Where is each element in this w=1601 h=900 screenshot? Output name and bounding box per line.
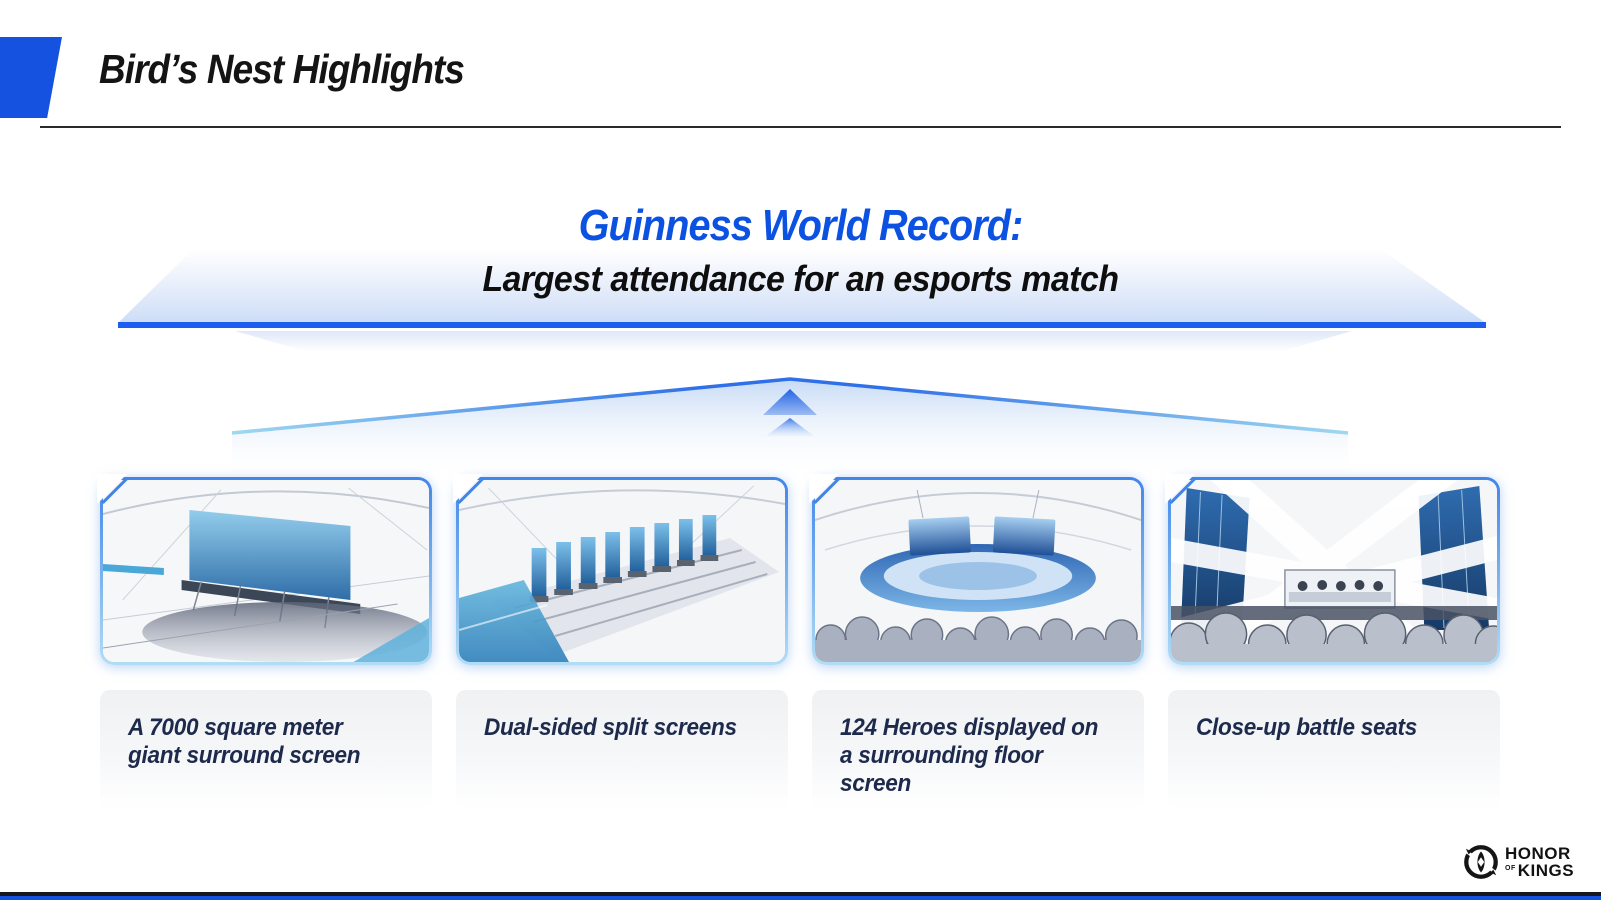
caption-text: 124 Heroes displayed on a surrounding fl… (840, 714, 1099, 798)
card-image-floor-screen (809, 474, 1144, 665)
footer-blue-bar (0, 896, 1601, 900)
caption-text: A 7000 square meter giant surround scree… (128, 714, 361, 770)
record-banner-shadow (235, 331, 1352, 352)
page-title: Bird’s Nest Highlights (99, 46, 465, 92)
honor-of-kings-emblem-icon (1464, 845, 1498, 879)
honor-of-kings-logo: HONOR OF KINGS (1462, 843, 1574, 881)
card-caption-3: 124 Heroes displayed on a surrounding fl… (812, 690, 1144, 810)
giant-surround-screen-sketch (103, 480, 429, 662)
chevron-outline (231, 377, 1349, 435)
logo-text-honor: HONOR (1505, 844, 1571, 863)
card-image-split-screens (453, 474, 788, 665)
record-subtitle: Largest attendance for an esports match (482, 258, 1119, 299)
record-title: Guinness World Record: (578, 201, 1024, 250)
card-image-giant-surround-screen (97, 474, 432, 665)
logo-text-kings: KINGS (1517, 861, 1575, 880)
card-caption-2: Dual-sided split screens (456, 690, 788, 810)
record-banner-underline (118, 322, 1486, 328)
up-arrow-icon (763, 389, 817, 415)
caption-text: Dual-sided split screens (484, 714, 737, 741)
up-arrow-icon-lower (766, 418, 814, 436)
footer-black-bar (0, 892, 1601, 896)
card-image-battle-seats (1165, 474, 1500, 665)
caption-text: Close-up battle seats (1196, 714, 1418, 741)
logo-text-of: OF (1505, 865, 1516, 872)
header-divider (40, 126, 1561, 128)
record-banner (118, 249, 1486, 323)
card-caption-1: A 7000 square meter giant surround scree… (100, 690, 432, 810)
honor-of-kings-wordmark: HONOR OF KINGS (1505, 844, 1575, 880)
accent-parallelogram (0, 37, 62, 118)
logo-text-kings-row: OF KINGS (1505, 861, 1575, 880)
card-caption-4: Close-up battle seats (1168, 690, 1500, 810)
dual-sided-split-screens-sketch (459, 480, 785, 662)
close-up-battle-seats-sketch (1171, 480, 1497, 662)
chevron-up-graphic (231, 377, 1349, 480)
surrounding-floor-screen-sketch (815, 480, 1141, 662)
